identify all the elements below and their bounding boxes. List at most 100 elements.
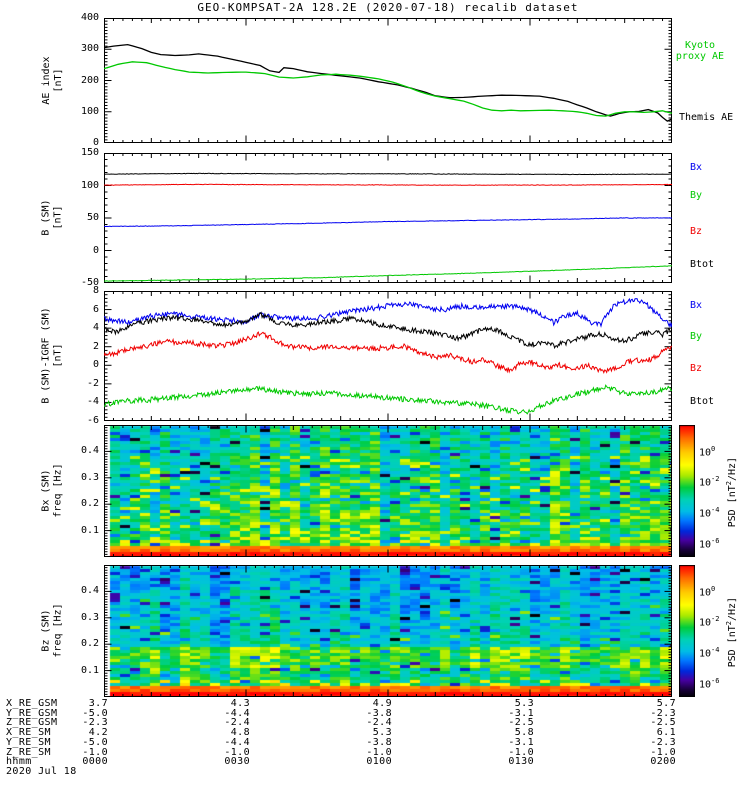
legend-by: By bbox=[690, 190, 703, 201]
legend-bx: Bx bbox=[690, 162, 703, 173]
ephemeris-value: -2.4 bbox=[366, 717, 392, 729]
y-tick-label: 0.4 bbox=[80, 445, 99, 457]
bx-spectrogram-axes bbox=[104, 425, 672, 557]
ephemeris-value: -5.0 bbox=[82, 736, 108, 748]
colorbar-tick-label: 10-4 bbox=[699, 645, 720, 660]
y-tick-label: 0.1 bbox=[80, 524, 99, 536]
panel-b-sm-igrf bbox=[104, 291, 672, 421]
ephemeris-value: -1.0 bbox=[82, 746, 108, 758]
ephemeris-value: -1.0 bbox=[224, 746, 250, 758]
colorbar-tick-label: 10-6 bbox=[699, 536, 720, 550]
y-axis-title: [nT] bbox=[52, 67, 64, 93]
colorbar-tick-label: 10-6 bbox=[699, 676, 720, 690]
legend-bx: Bx bbox=[690, 300, 703, 311]
y-axis-title: B (SM)-IGRF (SM) bbox=[40, 307, 52, 404]
ephemeris-value: 0000 bbox=[82, 756, 108, 768]
colorbar-title: PSD [nT2/Hz] bbox=[724, 596, 739, 668]
ephemeris-value: 0130 bbox=[508, 756, 534, 768]
y-tick-label: 4 bbox=[92, 322, 99, 334]
y-tick-label: 0 bbox=[92, 244, 99, 256]
ephemeris-row-label: Y_RE_SM bbox=[6, 736, 51, 748]
y-axis-title: AE index bbox=[40, 55, 52, 105]
y-tick-label: 6 bbox=[92, 303, 99, 315]
series-by bbox=[104, 384, 672, 415]
ephemeris-value: -2.3 bbox=[650, 707, 676, 719]
ephemeris-value: -4.4 bbox=[224, 707, 250, 719]
colorbar-tick-label: 100 bbox=[699, 584, 716, 598]
bz-spectrogram-heatmap bbox=[104, 565, 672, 697]
y-axis-title: freq [Hz] bbox=[52, 603, 64, 658]
ephemeris-value: 0100 bbox=[366, 756, 392, 768]
ephemeris-value: 4.8 bbox=[230, 727, 250, 739]
ephemeris-value: 4.2 bbox=[88, 727, 108, 739]
date-label: 2020 Jul 18 bbox=[6, 765, 77, 777]
legend-btot: Btot bbox=[690, 259, 715, 270]
ephemeris-row-label: X_RE_SM bbox=[6, 727, 51, 739]
y-axis-title: freq [Hz] bbox=[52, 463, 64, 518]
y-tick-label: 0.4 bbox=[80, 585, 99, 597]
ephemeris-value: -2.3 bbox=[82, 717, 108, 729]
series-btot bbox=[104, 172, 672, 176]
legend-kyoto: Kyoto proxy AE bbox=[675, 40, 725, 62]
y-axis-title: [nT] bbox=[52, 343, 64, 368]
ephemeris-value: 4.9 bbox=[372, 698, 392, 709]
y-tick-label: -50 bbox=[80, 277, 99, 288]
colorbar-title: PSD [nT2/Hz] bbox=[724, 456, 739, 528]
y-tick-label: 200 bbox=[80, 74, 99, 86]
bx-spectrogram-heatmap bbox=[104, 425, 672, 557]
ephemeris-value: 4.3 bbox=[230, 698, 250, 709]
legend-btot: Btot bbox=[690, 396, 715, 407]
series-by bbox=[104, 265, 672, 282]
ephemeris-value: -3.8 bbox=[366, 736, 392, 748]
series-bz bbox=[104, 331, 672, 375]
y-tick-label: 100 bbox=[80, 105, 99, 117]
y-tick-label: 2 bbox=[92, 340, 99, 352]
figure-title: GEO-KOMPSAT-2A 128.2E (2020-07-18) recal… bbox=[197, 1, 579, 14]
ephemeris-value: -3.1 bbox=[508, 736, 534, 748]
y-axis-title: B (SM) bbox=[40, 199, 52, 236]
ephemeris-row-label: hhmm bbox=[6, 756, 32, 768]
panel-ae-index bbox=[104, 18, 672, 143]
legend-themis-ae: Themis AE bbox=[679, 112, 734, 123]
y-tick-label: 150 bbox=[80, 147, 99, 158]
ephemeris-value: 0030 bbox=[224, 756, 250, 768]
colorbar-tick-label: 10-4 bbox=[699, 505, 720, 520]
y-tick-label: 100 bbox=[80, 179, 99, 191]
ephemeris-row-label: Z_RE_SM bbox=[6, 746, 51, 758]
panel-bz-spectrogram bbox=[104, 565, 672, 697]
psd-colorbar bbox=[679, 565, 695, 697]
b-sm-igrf-plot bbox=[104, 291, 672, 421]
colorbar-tick-label: 10-2 bbox=[699, 615, 720, 629]
y-tick-label: -4 bbox=[86, 396, 99, 408]
ephemeris-value: -2.3 bbox=[650, 736, 676, 748]
ephemeris-row-label: Z_RE_GSM bbox=[6, 717, 58, 729]
y-tick-label: 0.2 bbox=[80, 638, 99, 650]
ephemeris-value: 5.7 bbox=[656, 698, 676, 709]
y-tick-label: 0.3 bbox=[80, 611, 99, 623]
y-tick-label: 0 bbox=[92, 137, 99, 148]
ae-index-plot bbox=[104, 18, 672, 143]
ephemeris-value: -5.0 bbox=[82, 707, 108, 719]
b-sm-plot bbox=[104, 153, 672, 283]
y-tick-label: 0.2 bbox=[80, 498, 99, 510]
legend-bz: Bz bbox=[690, 363, 703, 374]
series-bx bbox=[104, 297, 672, 328]
series-themis-ae bbox=[104, 43, 672, 122]
y-tick-label: -6 bbox=[86, 415, 99, 426]
ephemeris-value: -4.4 bbox=[224, 736, 250, 748]
y-tick-label: 0 bbox=[92, 359, 99, 371]
ephemeris-value: 0200 bbox=[650, 756, 676, 768]
series-bz bbox=[104, 183, 672, 186]
legend-bz: Bz bbox=[690, 226, 703, 237]
psd-colorbar bbox=[679, 425, 695, 557]
ephemeris-value: 5.3 bbox=[372, 727, 392, 739]
ephemeris-value: 3.7 bbox=[88, 698, 108, 709]
ephemeris-value: 5.3 bbox=[514, 698, 534, 709]
y-tick-label: -2 bbox=[86, 377, 99, 389]
colorbar-tick-label: 100 bbox=[699, 444, 716, 458]
ephemeris-value: -3.8 bbox=[366, 707, 392, 719]
y-tick-label: 50 bbox=[86, 212, 99, 223]
y-axis-title: [nT] bbox=[52, 205, 64, 230]
ephemeris-value: -2.4 bbox=[224, 717, 250, 729]
